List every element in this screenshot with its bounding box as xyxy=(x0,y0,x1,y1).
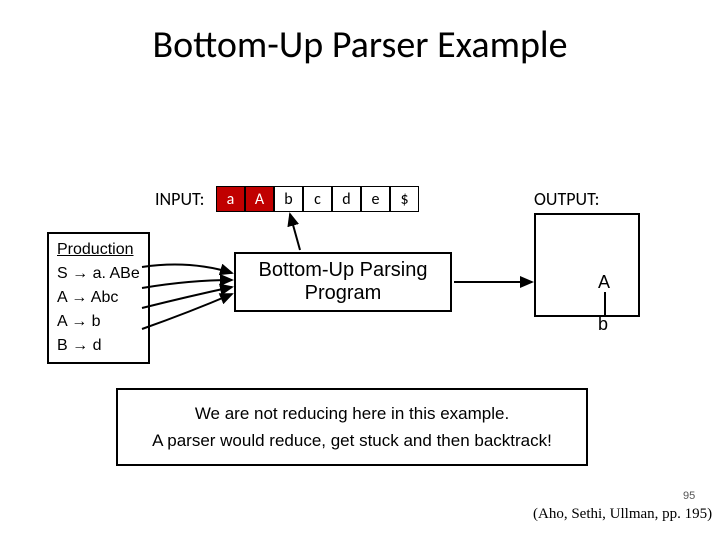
page-title: Bottom-Up Parser Example xyxy=(0,22,720,68)
page-number: 95 xyxy=(683,490,695,502)
output-tree-child: b xyxy=(598,314,608,335)
input-tape: aAbcde$ xyxy=(216,186,419,212)
citation: (Aho, Sethi, Ullman, pp. 195) xyxy=(533,506,712,523)
production-rule: B → d xyxy=(57,334,140,358)
output-tree-root: A xyxy=(598,272,610,293)
production-rule: S → a. ABe xyxy=(57,262,140,286)
input-label: INPUT: xyxy=(155,188,204,210)
output-label: OUTPUT: xyxy=(534,188,600,210)
input-cell: A xyxy=(245,186,274,212)
input-cell: b xyxy=(274,186,303,212)
program-box: Bottom-Up Parsing Program xyxy=(234,252,452,312)
note-line: We are not reducing here in this example… xyxy=(130,400,574,427)
input-cell: e xyxy=(361,186,390,212)
note-line: A parser would reduce, get stuck and the… xyxy=(130,427,574,454)
productions-box: Production S → a. ABe A → Abc A → b B → … xyxy=(47,232,150,364)
input-cell: a xyxy=(216,186,245,212)
input-cell: d xyxy=(332,186,361,212)
production-rule: A → Abc xyxy=(57,286,140,310)
input-cell: $ xyxy=(390,186,419,212)
output-box xyxy=(534,213,640,317)
note-box: We are not reducing here in this example… xyxy=(116,388,588,466)
productions-header: Production xyxy=(57,238,140,262)
input-cell: c xyxy=(303,186,332,212)
production-rule: A → b xyxy=(57,310,140,334)
